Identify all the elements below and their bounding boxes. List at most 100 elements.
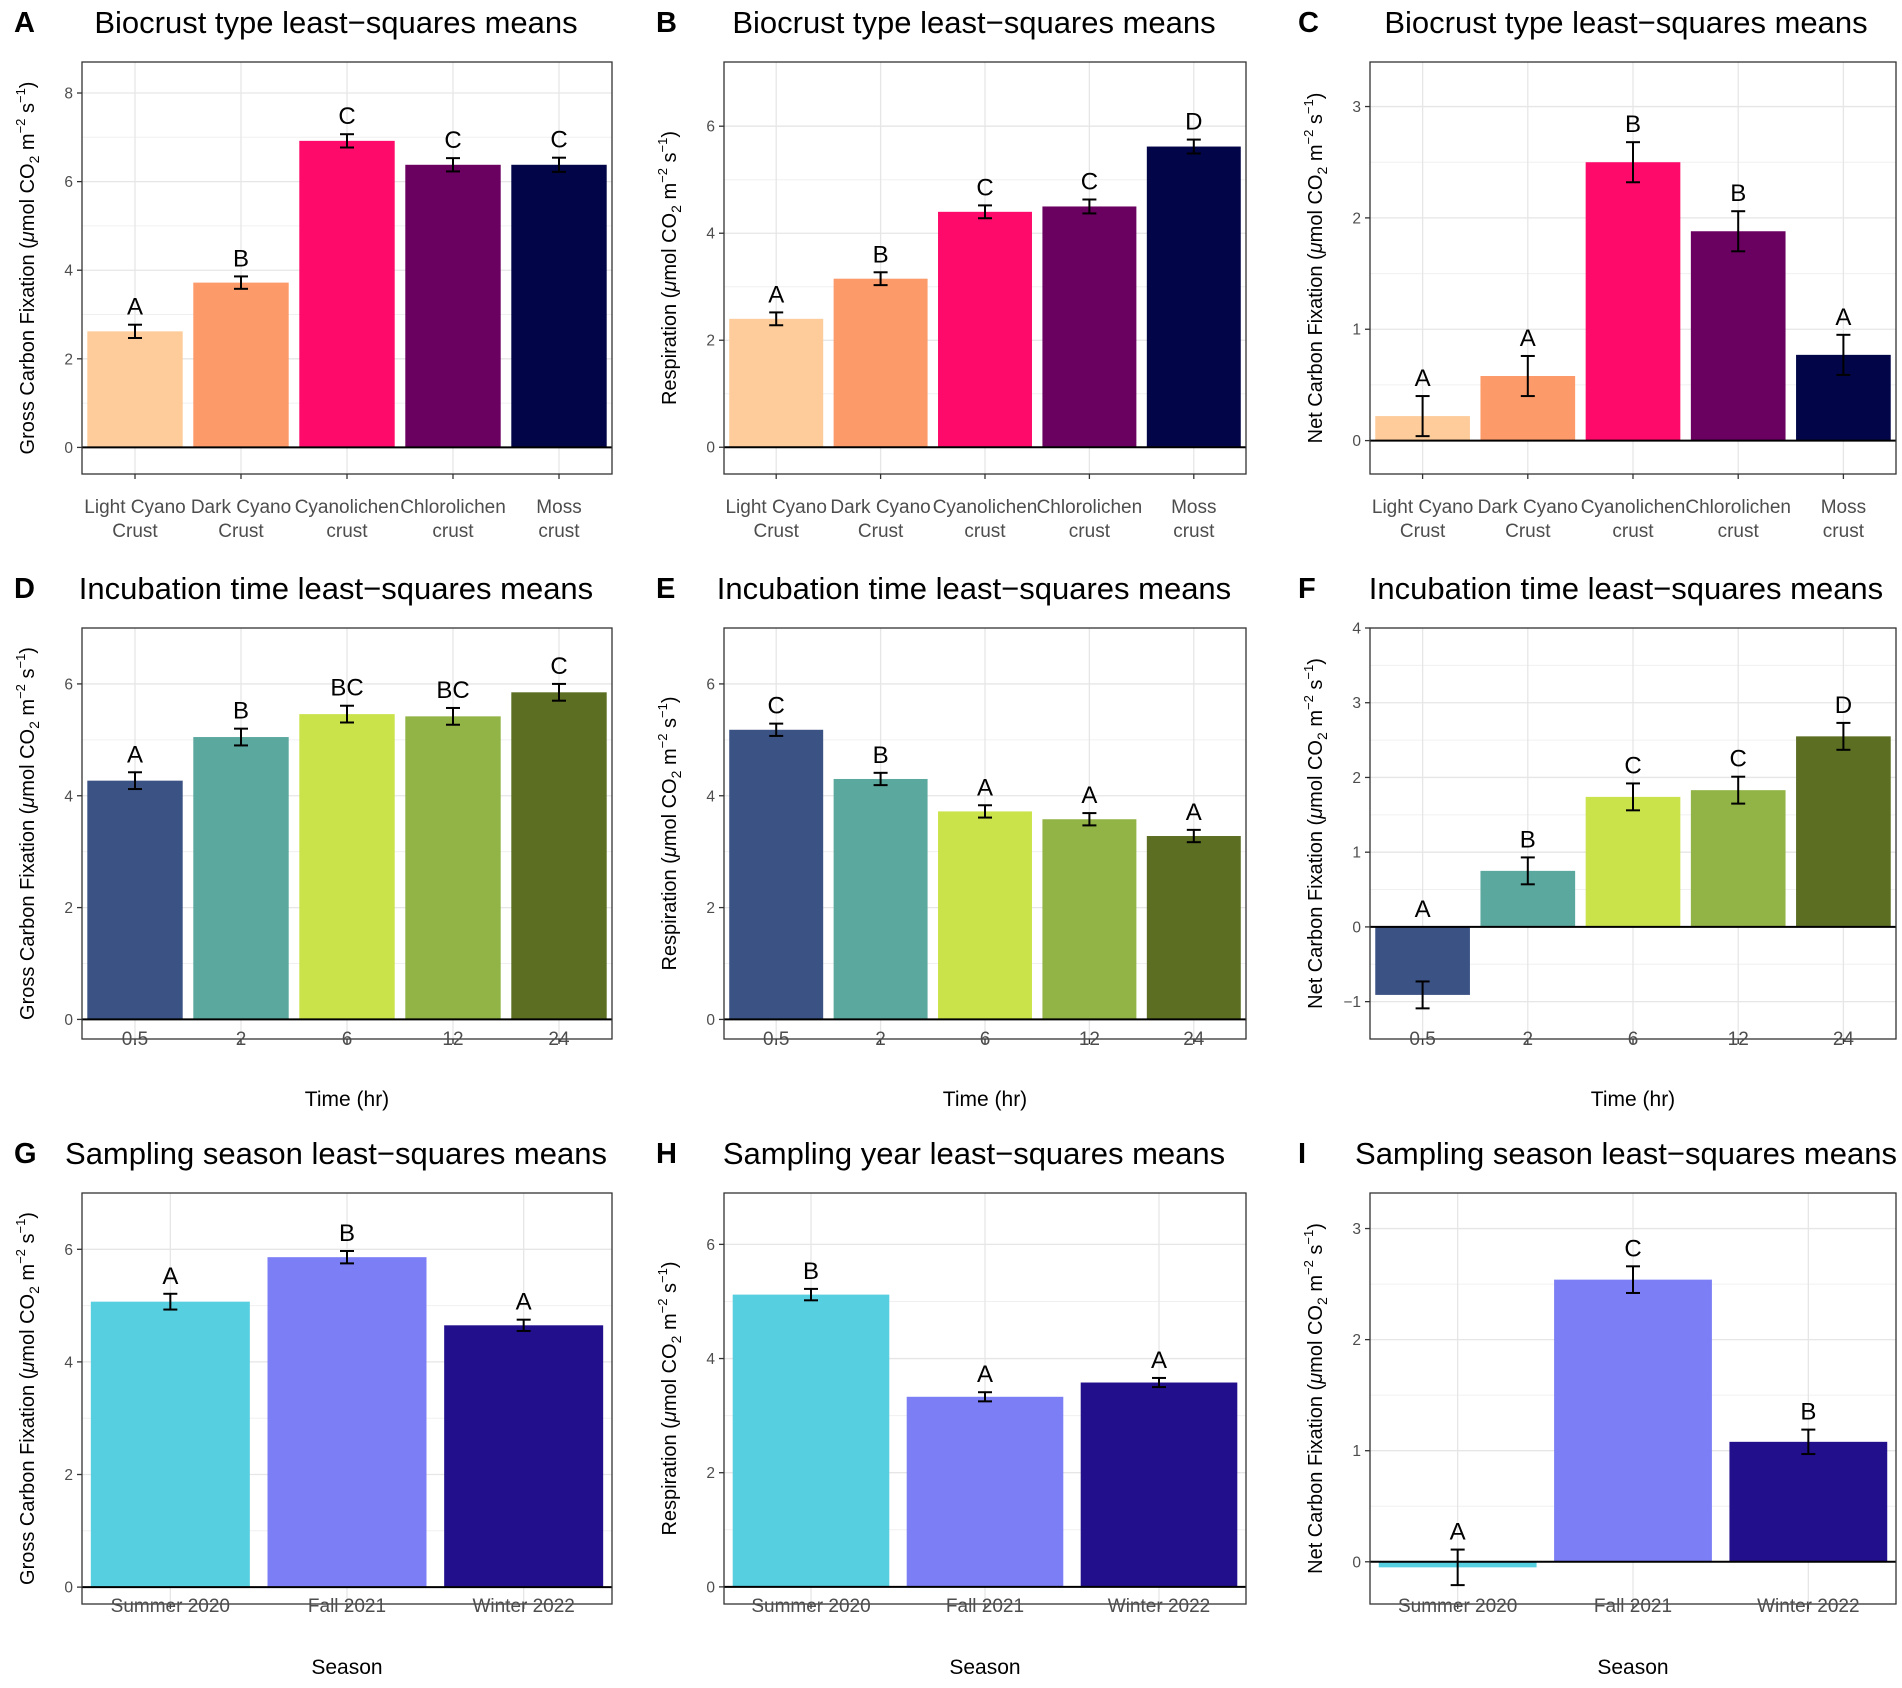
x-category-label: 6: [1628, 1029, 1639, 1050]
y-tick-label: 6: [64, 676, 73, 693]
panel-title: Biocrust type least−squares means: [94, 5, 577, 40]
error-bar-5: [552, 156, 566, 173]
panel-letter: E: [656, 573, 675, 605]
x-category-label: 6: [342, 1029, 353, 1050]
error-bar-1: [128, 771, 142, 791]
y-tick-label: 1: [1352, 322, 1361, 339]
y-tick-label: 6: [64, 174, 73, 191]
svg-text:12: 12: [1728, 1029, 1749, 1050]
panel-a: A B C C C 0 2 4 6 8 Light Cyano Crust Dark Cyano Crus…: [13, 5, 613, 542]
y-tick-label: 4: [64, 788, 73, 805]
svg-text:crust: crust: [1612, 521, 1654, 542]
significance-letter: A: [1081, 782, 1097, 809]
significance-letter: A: [1151, 1347, 1167, 1374]
y-tick-label: 0: [706, 1012, 715, 1029]
svg-text:Crust: Crust: [112, 521, 158, 542]
y-axis-title: Respiration (μmol CO2 m−2 s−1): [655, 131, 684, 405]
panel-letter: G: [14, 1138, 37, 1170]
x-category-label: Fall 2021: [1594, 1596, 1672, 1617]
bar-4: [1042, 819, 1137, 1020]
y-axis-title: Gross Carbon Fixation (μmol CO2 m−2 s−1): [13, 82, 42, 455]
y-tick-label: 0: [706, 440, 715, 457]
svg-text:Light Cyano: Light Cyano: [725, 497, 826, 518]
error-bar-5: [1836, 721, 1851, 751]
svg-text:Light Cyano: Light Cyano: [84, 497, 185, 518]
svg-text:24: 24: [1183, 1029, 1205, 1050]
svg-text:Crust: Crust: [753, 521, 799, 542]
svg-text:crust: crust: [326, 521, 368, 542]
significance-letter: A: [1450, 1519, 1466, 1546]
significance-letter: A: [1835, 304, 1851, 331]
y-tick-label: 1: [1352, 845, 1361, 862]
error-bar-1: [1450, 1548, 1465, 1587]
y-tick-label: 6: [706, 1237, 715, 1254]
y-tick-label: 0: [64, 1580, 73, 1597]
y-tick-label: 4: [64, 1354, 73, 1371]
bar-4: [405, 164, 501, 448]
y-tick-label: 3: [1352, 695, 1361, 712]
panel-b: A B C C D 0 2 4 6 Light Cyano Crust Dark Cyano Crust…: [655, 5, 1247, 542]
x-category-label: 0.5: [122, 1029, 148, 1050]
x-category-label: 2: [875, 1029, 886, 1050]
x-category-label: Dark Cyano Crust: [191, 497, 291, 542]
svg-text:6: 6: [980, 1029, 991, 1050]
svg-text:Crust: Crust: [1505, 521, 1551, 542]
x-category-label: Moss crust: [536, 497, 581, 542]
svg-text:0.5: 0.5: [122, 1029, 148, 1050]
panel-letter: H: [656, 1138, 677, 1170]
svg-text:Fall 2021: Fall 2021: [308, 1596, 386, 1617]
x-category-label: Winter 2022: [472, 1596, 574, 1617]
significance-letter: C: [1624, 752, 1641, 779]
bar-1: [87, 331, 183, 448]
x-category-label: 12: [1079, 1029, 1100, 1050]
error-bar-5: [1186, 828, 1201, 844]
svg-text:crust: crust: [432, 521, 474, 542]
x-category-label: Fall 2021: [946, 1596, 1024, 1617]
x-category-label: Light Cyano Crust: [1372, 497, 1473, 542]
panel-c: A A B B A 0 1 2 3 Light Cyano Crust Dark Cyano Crust…: [1298, 5, 1897, 542]
svg-text:Chlorolichen: Chlorolichen: [1685, 497, 1791, 518]
significance-letter: A: [127, 741, 143, 768]
panel-title: Incubation time least−squares means: [79, 571, 593, 606]
panel-letter: F: [1298, 573, 1316, 605]
error-bar-3: [1801, 1428, 1816, 1456]
significance-letter: C: [338, 103, 355, 130]
x-category-label: Moss crust: [1821, 497, 1866, 542]
significance-letter: B: [339, 1220, 355, 1247]
y-tick-label: 0: [706, 1579, 715, 1596]
error-bar-2: [234, 275, 248, 290]
significance-letter: C: [768, 693, 785, 720]
error-bar-2: [978, 1391, 992, 1403]
bar-5: [1796, 736, 1891, 927]
y-tick-label: 2: [706, 1465, 715, 1482]
error-bar-3: [340, 133, 354, 149]
bar-3: [444, 1325, 604, 1588]
error-bar-3: [340, 704, 354, 724]
x-category-label: 0.5: [763, 1029, 789, 1050]
y-tick-label: 2: [706, 900, 715, 917]
error-bar-2: [1626, 1265, 1640, 1294]
svg-text:Winter 2022: Winter 2022: [472, 1596, 574, 1617]
panel-letter: D: [14, 573, 35, 605]
bar-3: [1729, 1441, 1888, 1562]
bar-5: [1146, 836, 1241, 1020]
y-axis-title: Gross Carbon Fixation (μmol CO2 m−2 s−1): [13, 1212, 42, 1585]
bar-5: [1146, 146, 1241, 448]
error-bar-4: [1731, 775, 1746, 805]
panel-letter: C: [1298, 7, 1319, 39]
error-bar-3: [978, 204, 992, 220]
error-bar-1: [163, 1292, 178, 1311]
x-category-label: 12: [442, 1029, 463, 1050]
significance-letter: B: [1520, 826, 1536, 853]
error-bar-1: [1415, 395, 1430, 438]
svg-text:crust: crust: [1823, 521, 1865, 542]
x-category-label: 24: [548, 1029, 570, 1050]
error-bar-4: [446, 157, 460, 173]
x-category-label: 24: [1833, 1029, 1855, 1050]
panel-title: Sampling season least−squares means: [1355, 1136, 1897, 1171]
significance-letter: C: [1081, 169, 1098, 196]
y-axis-title: Gross Carbon Fixation (μmol CO2 m−2 s−1): [13, 647, 42, 1020]
error-bar-1: [1415, 980, 1430, 1010]
y-axis-title: Net Carbon Fixation (μmol CO2 m−2 s−1): [1301, 658, 1330, 1009]
